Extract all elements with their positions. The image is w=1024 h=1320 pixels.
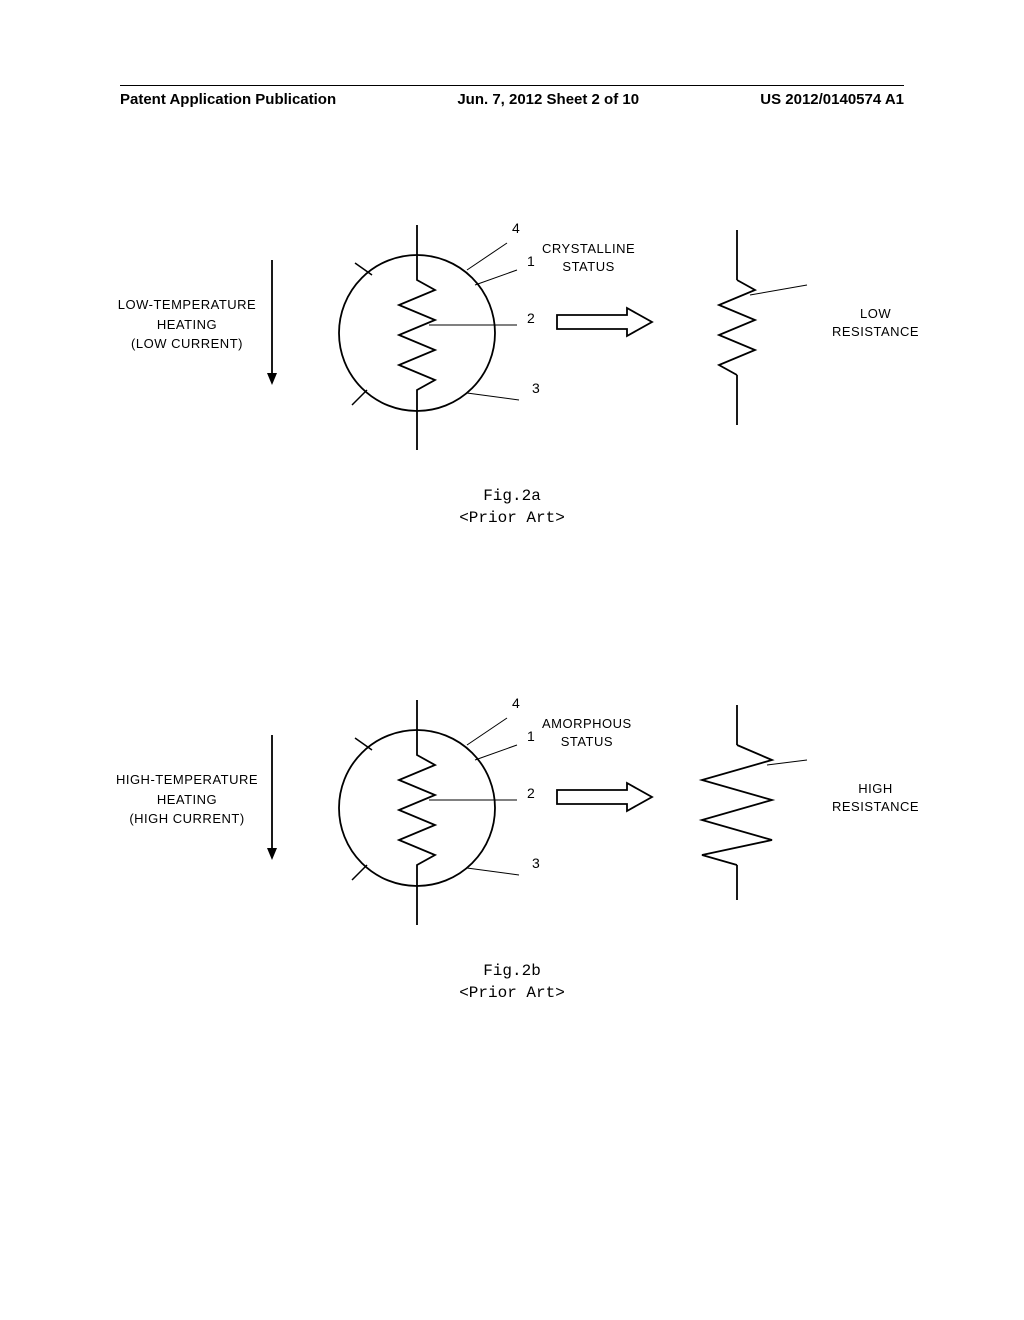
figure-2b-caption: Fig.2b <Prior Art> — [112, 960, 912, 1005]
down-arrow-icon — [264, 260, 280, 385]
status-line2: STATUS — [562, 259, 614, 274]
ref-3: 3 — [532, 380, 540, 396]
figure-2a-caption: Fig.2a <Prior Art> — [112, 485, 912, 530]
high-resistance-symbol — [682, 705, 812, 905]
pcm-cell-diagram — [337, 700, 522, 930]
status-line1: AMORPHOUS — [542, 716, 632, 731]
result-line2: RESISTANCE — [832, 324, 919, 339]
header-center: Jun. 7, 2012 Sheet 2 of 10 — [457, 91, 639, 108]
status-line2: STATUS — [561, 734, 613, 749]
caption-2b-line1: Fig.2b — [483, 962, 541, 980]
high-temp-line1: HIGH-TEMPERATURE — [116, 772, 258, 787]
header-row: Patent Application Publication Jun. 7, 2… — [120, 88, 904, 108]
low-temp-line3: (LOW CURRENT) — [131, 336, 243, 351]
ref-1: 1 — [527, 253, 535, 269]
ref-1: 1 — [527, 728, 535, 744]
high-temp-label: HIGH-TEMPERATURE HEATING (HIGH CURRENT) — [112, 770, 262, 829]
figure-2b-content: HIGH-TEMPERATURE HEATING (HIGH CURRENT) … — [112, 680, 912, 930]
low-temp-line1: LOW-TEMPERATURE — [118, 297, 256, 312]
result-line2: RESISTANCE — [832, 799, 919, 814]
low-resistance-symbol — [682, 230, 812, 430]
header-left: Patent Application Publication — [120, 91, 336, 108]
ref-2: 2 — [527, 785, 535, 801]
low-resistance-label: LOW RESISTANCE — [832, 305, 919, 341]
low-temp-line2: HEATING — [157, 317, 217, 332]
page-header: Patent Application Publication Jun. 7, 2… — [0, 85, 1024, 108]
down-arrow-icon — [264, 735, 280, 860]
high-temp-line3: (HIGH CURRENT) — [129, 811, 244, 826]
high-temp-line2: HEATING — [157, 792, 217, 807]
result-line1: LOW — [860, 306, 891, 321]
ref-4: 4 — [512, 220, 520, 236]
right-block-arrow-icon — [552, 305, 657, 340]
caption-2a-line2: <Prior Art> — [459, 509, 565, 527]
header-right: US 2012/0140574 A1 — [760, 91, 904, 108]
low-temp-label: LOW-TEMPERATURE HEATING (LOW CURRENT) — [112, 295, 262, 354]
figure-2a-content: LOW-TEMPERATURE HEATING (LOW CURRENT) 4 … — [112, 205, 912, 455]
pcm-cell-diagram — [337, 225, 522, 455]
caption-2a-line1: Fig.2a — [483, 487, 541, 505]
ref-3: 3 — [532, 855, 540, 871]
caption-2b-line2: <Prior Art> — [459, 984, 565, 1002]
right-block-arrow-icon — [552, 780, 657, 815]
status-line1: CRYSTALLINE — [542, 241, 635, 256]
high-resistance-label: HIGH RESISTANCE — [832, 780, 919, 816]
ref-4: 4 — [512, 695, 520, 711]
amorphous-status-label: AMORPHOUS STATUS — [542, 715, 632, 751]
crystalline-status-label: CRYSTALLINE STATUS — [542, 240, 635, 276]
figure-2b: HIGH-TEMPERATURE HEATING (HIGH CURRENT) … — [112, 680, 912, 1005]
figure-2a: LOW-TEMPERATURE HEATING (LOW CURRENT) 4 … — [112, 205, 912, 530]
result-line1: HIGH — [858, 781, 893, 796]
ref-2: 2 — [527, 310, 535, 326]
header-rule — [120, 85, 904, 86]
